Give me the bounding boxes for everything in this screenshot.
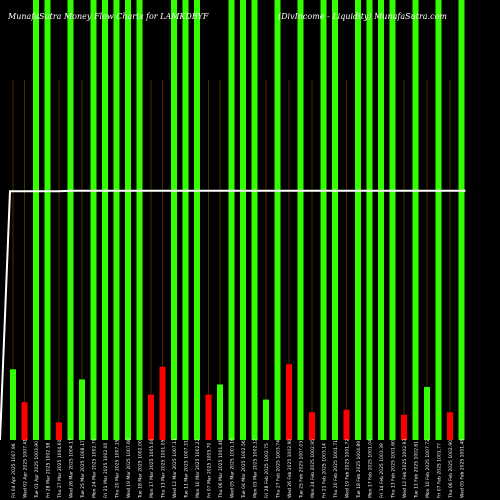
x-tick-label: Wed 19 Mar 2025 1007.68: [126, 438, 132, 498]
x-tick-label: Thu 20 Mar 2025 1007.15: [115, 439, 121, 499]
bar-up: [10, 369, 16, 440]
x-tick-label: Thu 27 Feb 2025 1003.74: [276, 440, 282, 499]
x-tick-label: Mon 17 Mar 2025 1005.00: [149, 438, 155, 498]
x-tick-label: Wed 05 Feb 2025 1001.48: [460, 439, 466, 498]
x-tick-label: Thu 06 Mar 2025 1001.46: [218, 439, 224, 499]
x-tick-label: Mon 24 Mar 2025 1002.70: [92, 438, 98, 498]
bar-down: [56, 422, 62, 440]
chart-source: (DivIncome - Liquidity) MunafaSutra.com: [278, 12, 447, 21]
bar-series: [10, 0, 465, 440]
x-tick-label: Wed 05 Mar 2025 1001.16: [230, 438, 236, 498]
x-tick-label: Wed 26 Mar 2025 1004.17: [69, 438, 75, 498]
bar-down: [148, 394, 154, 440]
bar-up: [424, 386, 430, 440]
bar-up: [171, 0, 177, 440]
bar-up: [274, 0, 281, 440]
bar-up: [228, 0, 235, 440]
bar-up: [44, 0, 51, 440]
bar-up: [458, 0, 465, 440]
trend-line: [0, 189, 466, 441]
x-tick-label: Wed 12 Mar 2025 1007.11: [172, 438, 178, 498]
bar-up: [332, 0, 338, 440]
bar-up: [251, 0, 258, 440]
x-tick-label: Wed 02 Apr 2025 1007.41: [23, 439, 29, 498]
bar-up: [240, 0, 246, 440]
x-tick-label: Thu 13 Feb 2025 1001.60: [391, 440, 397, 499]
x-tick-label: Mon 10 Mar 2025 1002.22: [195, 438, 201, 498]
bar-up: [378, 0, 384, 440]
x-tick-label: Thu 13 Mar 2025 1001.05: [161, 439, 167, 499]
bar-up: [366, 0, 373, 440]
x-tick-label: Mon 10 Feb 2025 1007.72: [425, 439, 431, 498]
x-tick-label: Tue 25 Feb 2025 1007.03: [299, 441, 305, 499]
x-tick-label: Tue 18 Feb 2025 1004.89: [356, 441, 362, 499]
bar-down: [401, 414, 407, 440]
bar-up: [113, 0, 120, 440]
x-tick-label: Fri 28 Mar 2025 1002.58: [46, 443, 52, 498]
x-tick-label: Thu 06 Feb 2025 1002.90: [448, 440, 454, 499]
bar-up: [125, 0, 131, 440]
x-tick-label: Tue 18 Mar 2025 1002.00: [138, 440, 144, 499]
bar-up: [102, 0, 108, 440]
x-tick-label: Tue 25 Mar 2025 1008.17: [80, 440, 86, 499]
bar-down: [309, 412, 315, 440]
x-tick-label: Tue 01 Apr 2025 1003.90: [34, 441, 40, 499]
bar-up: [194, 0, 200, 440]
x-tick-label: Mon 17 Feb 2025 1001.04: [368, 439, 374, 498]
x-tick-label: Tue 11 Mar 2025 1007.31: [184, 440, 190, 499]
x-tick-label: Tue 04 Mar 2025 1002.56: [241, 440, 247, 499]
bar-up: [412, 0, 419, 440]
x-tick-label: Thu 27 Mar 2025 1004.61: [57, 439, 63, 499]
x-tick-label: Wed 12 Feb 2025 1002.93: [402, 439, 408, 498]
x-tick-label: Mon 03 Mar 2025 1002.12: [253, 438, 259, 498]
bar-up: [389, 0, 396, 440]
chart-title: MunafaSutra Money Flow Charts for LAMKDB…: [8, 12, 209, 21]
x-tick-label: Fri 04 Apr 2025 1007.96: [11, 443, 17, 498]
x-tick-label: Fri 07 Mar 2025 1005.70: [207, 443, 213, 498]
bar-up: [320, 0, 327, 440]
bar-up: [297, 0, 304, 440]
x-tick-label: Fri 21 Feb 2025 1003.14: [322, 443, 328, 498]
bar-down: [286, 364, 292, 440]
bar-up: [182, 0, 189, 440]
bar-up: [67, 0, 74, 440]
bar-down: [159, 366, 166, 440]
x-tick-label: Fri 21 Mar 2025 1002.00: [103, 443, 109, 498]
bar-up: [136, 0, 143, 440]
x-axis-labels: Fri 04 Apr 2025 1007.96 Wed 02 Apr 2025 1…: [11, 438, 466, 499]
bar-up: [217, 384, 223, 440]
x-tick-label: Wed 26 Feb 2025 1002.90: [287, 439, 293, 498]
bar-up: [435, 0, 442, 440]
x-tick-label: Mon 24 Feb 2025 1002.95: [310, 439, 316, 498]
bar-up: [263, 399, 269, 440]
x-tick-label: Fri 14 Feb 2025 1003.39: [379, 443, 385, 498]
x-tick-label: Thu 20 Feb 2025 1001.71: [333, 440, 339, 499]
bar-down: [21, 402, 28, 440]
bar-up: [90, 0, 97, 440]
bar-down: [447, 412, 453, 440]
x-tick-label: Fri 28 Feb 2025 1002.75: [264, 443, 270, 498]
x-tick-label: Tue 11 Feb 2025 1002.61: [414, 441, 420, 499]
x-tick-label: Fri 07 Feb 2025 1001.77: [437, 443, 443, 498]
bar-down: [205, 394, 212, 440]
bar-up: [355, 0, 361, 440]
bar-down: [343, 409, 350, 440]
x-tick-label: Wed 19 Feb 2025 1001.72: [345, 439, 351, 498]
bar-up: [33, 0, 39, 440]
bar-up: [79, 379, 85, 440]
